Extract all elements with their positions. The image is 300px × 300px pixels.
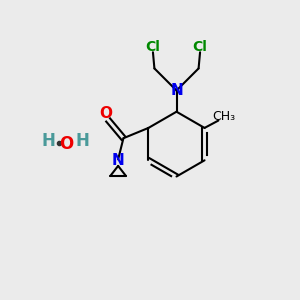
Text: Cl: Cl	[193, 40, 208, 54]
Text: O: O	[99, 106, 112, 121]
Text: H: H	[76, 132, 90, 150]
Text: N: N	[112, 153, 124, 168]
Text: CH₃: CH₃	[213, 110, 236, 123]
Text: O: O	[59, 134, 73, 152]
Text: H: H	[41, 132, 56, 150]
Text: N: N	[170, 83, 183, 98]
Text: Cl: Cl	[146, 40, 160, 54]
